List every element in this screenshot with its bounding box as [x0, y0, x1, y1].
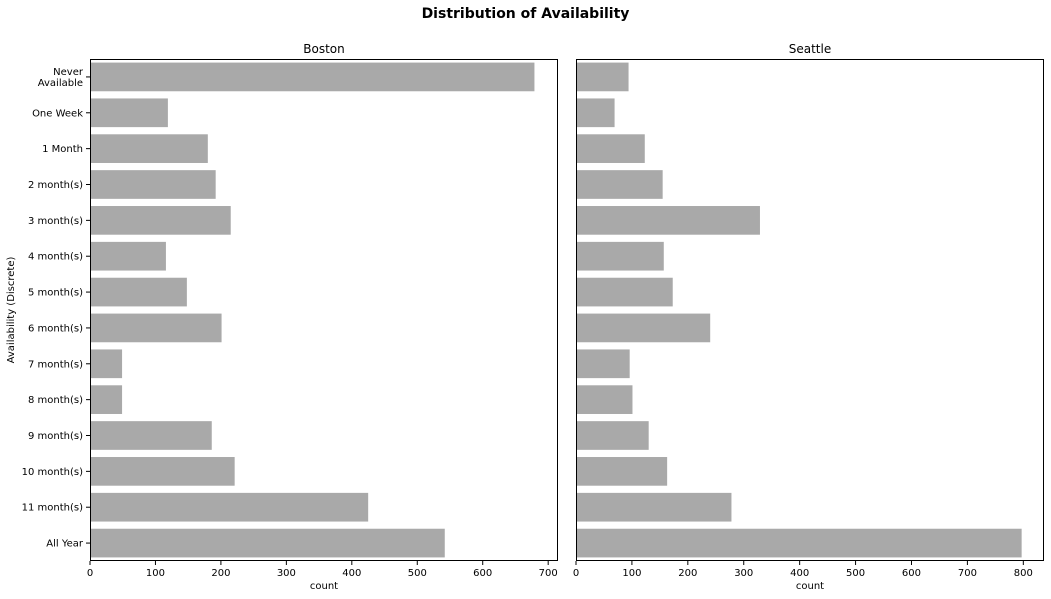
- boston-x-tick-label: 700: [539, 568, 558, 579]
- boston-y-tick-label: 10 month(s): [22, 467, 83, 478]
- seattle-bar: [576, 349, 630, 379]
- boston-bar: [90, 421, 212, 450]
- boston-x-tick-label: 300: [277, 568, 296, 579]
- seattle-bar: [576, 385, 633, 414]
- boston-y-axis-label: Availability (Discrete): [6, 257, 17, 364]
- boston-y-tick-label: 7 month(s): [28, 359, 83, 370]
- boston-x-tick-label: 0: [87, 568, 93, 579]
- boston-panel-title: Boston: [303, 42, 344, 56]
- seattle-x-tick-label: 0: [573, 568, 579, 579]
- seattle-bar: [576, 421, 649, 450]
- boston-y-tick-label: One Week: [32, 108, 83, 119]
- boston-y-tick-label: 3 month(s): [28, 216, 83, 227]
- boston-y-tick-label: 8 month(s): [28, 395, 83, 406]
- boston-axes-frame: [90, 59, 558, 561]
- seattle-x-tick-label: 200: [678, 568, 697, 579]
- boston-bar: [90, 62, 535, 92]
- boston-y-tick-label: 9 month(s): [28, 431, 83, 442]
- seattle-x-tick-label: 700: [958, 568, 977, 579]
- seattle-x-axis-label: count: [796, 581, 824, 592]
- boston-x-tick-label: 200: [211, 568, 230, 579]
- boston-x-tick-label: 400: [342, 568, 361, 579]
- seattle-panel: Seattle 0 100 200 300 400 500 600 700 800 count: [573, 42, 1044, 592]
- boston-y-tick-label: All Year: [46, 539, 84, 550]
- boston-panel: Boston 0 100 200 300 400 500 600 700 count Never Av…: [6, 42, 558, 592]
- boston-x-tick-label: 500: [408, 568, 427, 579]
- boston-bar: [90, 457, 235, 486]
- boston-bar: [90, 313, 222, 343]
- boston-bar: [90, 528, 445, 558]
- boston-bar: [90, 98, 168, 128]
- boston-bar: [90, 241, 166, 271]
- seattle-bar: [576, 241, 664, 271]
- boston-y-tick-label: 1 Month: [42, 144, 83, 155]
- boston-y-tick-label: 4 month(s): [28, 252, 83, 263]
- seattle-bar: [576, 313, 711, 343]
- boston-bar: [90, 206, 231, 235]
- seattle-bar: [576, 528, 1022, 558]
- boston-x-tick-label: 100: [146, 568, 165, 579]
- boston-x-tick-label: 600: [473, 568, 492, 579]
- seattle-bar: [576, 277, 673, 307]
- boston-bar: [90, 385, 123, 414]
- seattle-x-tick-label: 500: [846, 568, 865, 579]
- boston-x-axis-label: count: [310, 581, 338, 592]
- seattle-x-tick-label: 400: [790, 568, 809, 579]
- boston-y-tick-label: 5 month(s): [28, 288, 83, 299]
- seattle-bar: [576, 134, 645, 163]
- seattle-bar: [576, 492, 732, 522]
- seattle-panel-title: Seattle: [789, 42, 831, 56]
- boston-y-tick-label: 2 month(s): [28, 180, 83, 191]
- boston-bar: [90, 349, 123, 379]
- seattle-bar: [576, 98, 615, 128]
- boston-bar: [90, 134, 208, 163]
- boston-bar: [90, 170, 216, 199]
- seattle-bar: [576, 170, 663, 199]
- boston-bar: [90, 492, 369, 522]
- boston-y-tick-label: 6 month(s): [28, 323, 83, 334]
- seattle-bar: [576, 62, 629, 92]
- figure-title: Distribution of Availability: [422, 6, 630, 22]
- boston-y-tick-label: Never Available: [38, 67, 84, 89]
- seattle-x-tick-label: 600: [902, 568, 921, 579]
- seattle-x-tick-label: 800: [1014, 568, 1033, 579]
- boston-bar: [90, 277, 187, 307]
- seattle-bar: [576, 457, 668, 486]
- boston-y-tick-label: 11 month(s): [22, 503, 83, 514]
- seattle-x-tick-label: 300: [734, 568, 753, 579]
- seattle-bar: [576, 206, 760, 235]
- seattle-x-tick-label: 100: [622, 568, 641, 579]
- seattle-axes-frame: [576, 59, 1044, 561]
